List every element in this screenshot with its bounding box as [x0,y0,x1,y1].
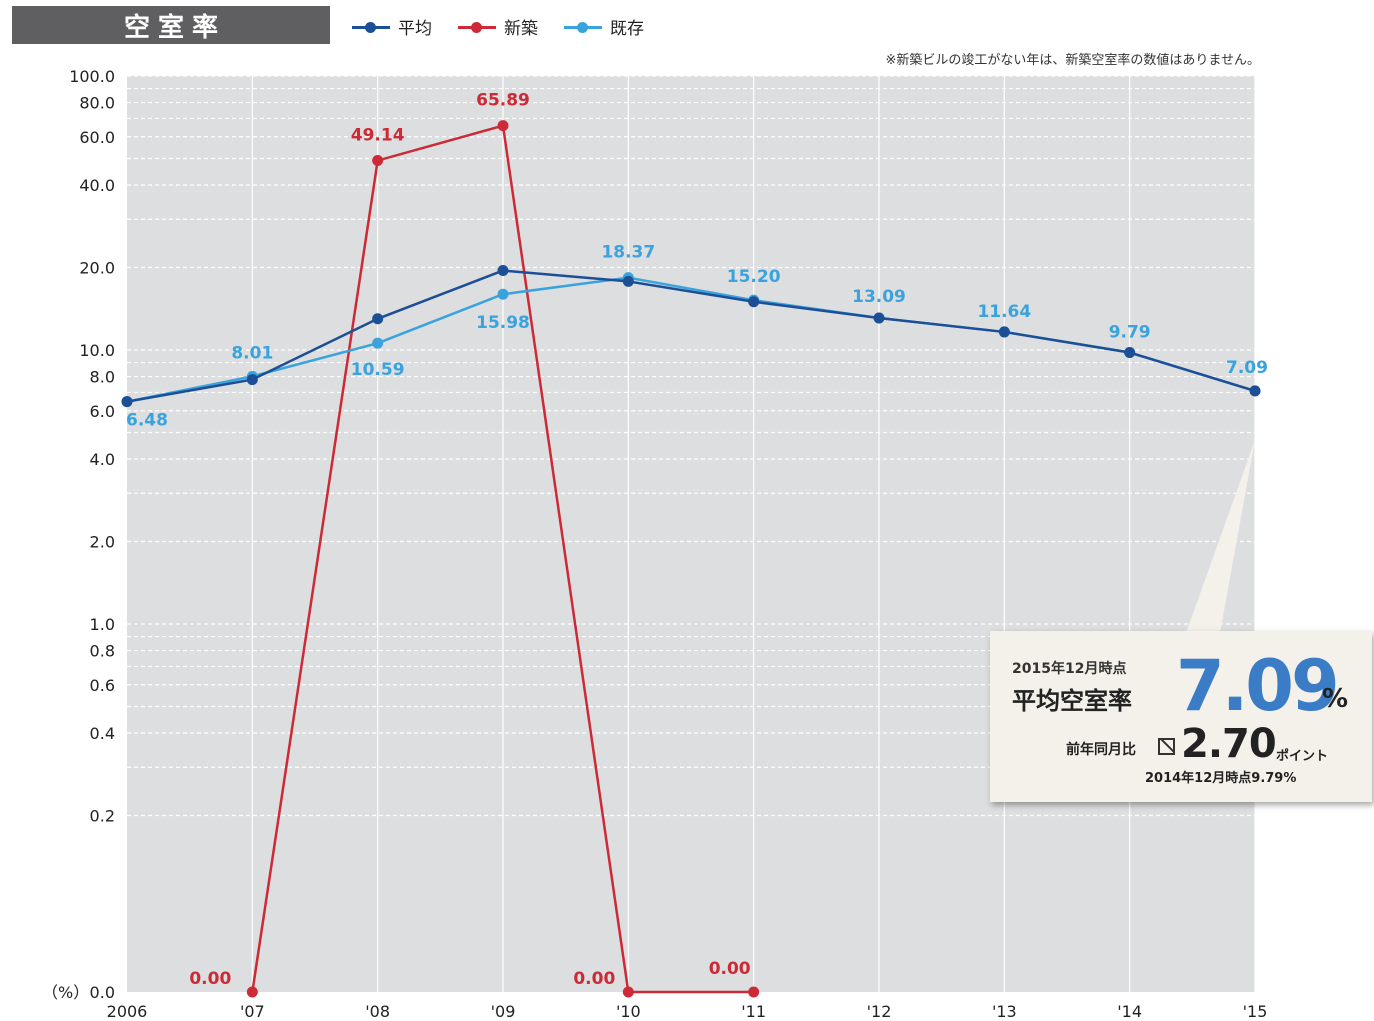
y-tick-label: 8.0 [90,368,115,387]
footnote: ※新築ビルの竣工がない年は、新築空室率の数値はありません。 [885,53,1260,68]
data-label-existing: 15.98 [476,313,530,333]
data-label-existing: 10.59 [351,360,405,380]
data-point-0 [622,275,634,287]
down-arrow-icon [1158,738,1175,755]
data-label-new: 65.89 [476,91,530,111]
legend: 平均 新築 既存 [352,14,644,39]
legend-swatch-existing [564,20,602,34]
callout-date: 2015年12月時点 [1012,661,1127,677]
x-tick-label: '11 [741,1002,766,1021]
data-point-1 [246,986,258,998]
x-tick-label: 2006 [107,1002,148,1021]
data-label-new: 0.00 [573,969,615,989]
data-point-2 [372,337,384,349]
data-label-existing: 6.48 [126,411,168,431]
y-tick-label: 2.0 [90,533,115,552]
data-point-0 [1249,385,1261,397]
y-tick-label: 40.0 [79,176,115,195]
data-point-0 [748,296,760,308]
callout-previous-value: 2014年12月時点9.79% [1145,771,1297,786]
y-tick-label: 10.0 [79,341,115,360]
x-tick-label: '09 [491,1002,516,1021]
legend-swatch-average [352,20,390,34]
y-tick-label: 1.0 [90,615,115,634]
y-tick-label: 0.6 [90,676,115,695]
data-point-1 [622,986,634,998]
y-tick-label: 0.4 [90,724,115,743]
callout-yoy-unit: ポイント [1276,749,1329,764]
callout-pointer [1186,440,1255,633]
data-label-existing: 8.01 [231,343,273,363]
x-tick-label: '10 [616,1002,641,1021]
legend-item-new: 新築 [458,14,538,39]
x-tick-label: '15 [1243,1002,1268,1021]
data-labels: 0.00 49.14 65.89 0.00 0.00 6.48 8.01 10.59 15.98… [126,91,1268,989]
y-tick-label: 0.8 [90,642,115,661]
y-tick-label: 60.0 [79,128,115,147]
data-point-0 [246,374,258,386]
data-label-existing: 9.79 [1109,323,1151,343]
data-label-existing: 18.37 [601,243,655,263]
chart-title: 空室率 [12,6,330,44]
data-label-new: 0.00 [189,969,231,989]
data-point-2 [497,288,509,300]
callout-label: 平均空室率 [1012,687,1132,715]
data-label-new: 49.14 [351,126,405,146]
y-tick-label: 6.0 [90,402,115,421]
x-tick-label: '07 [240,1002,265,1021]
data-label-new: 0.00 [709,959,751,979]
x-tick-label: '13 [992,1002,1017,1021]
data-label-existing: 13.09 [852,287,906,307]
data-label-existing: 7.09 [1226,358,1268,378]
callout-value: 7.09 [1176,645,1340,727]
y-axis-ticks: 100.0 80.0 60.0 40.0 20.0 10.0 8.0 6.0 4.0 2.0 1.0… [42,67,115,1002]
data-label-existing: 15.20 [727,267,781,287]
x-tick-label: '12 [867,1002,892,1021]
legend-label-existing: 既存 [610,19,644,39]
data-point-0 [497,265,509,277]
data-point-1 [748,986,760,998]
legend-label-new: 新築 [504,19,538,39]
callout-yoy-value: 2.70 [1181,721,1277,767]
series-layer [121,120,1261,998]
legend-swatch-new [458,20,496,34]
data-point-1 [372,155,384,167]
data-point-0 [121,396,133,408]
x-axis-ticks: 2006 '07 '08 '09 '10 '11 '12 '13 '14 '15 [107,1002,1268,1021]
y-tick-label: 80.0 [79,94,115,113]
chart-title-text: 空室率 [124,12,227,43]
callout-yoy-label: 前年同月比 [1066,742,1136,758]
x-tick-label: '08 [365,1002,390,1021]
y-tick-label: 0.2 [90,807,115,826]
y-tick-label: 4.0 [90,450,115,469]
y-tick-label: 100.0 [69,67,115,86]
series-line-0 [126,269,1256,403]
legend-item-existing: 既存 [564,14,644,39]
callout-unit: % [1322,684,1349,714]
data-point-0 [1124,347,1136,359]
legend-label-average: 平均 [398,19,432,39]
y-axis-unit-label: （%） [42,983,89,1002]
data-point-1 [497,120,509,132]
data-label-existing: 11.64 [977,302,1031,322]
x-tick-label: '14 [1117,1002,1142,1021]
data-point-0 [998,326,1010,338]
y-tick-label: 20.0 [79,259,115,278]
data-point-0 [873,312,885,324]
plot-area [127,76,1255,992]
data-point-0 [372,313,384,325]
callout-box: 2015年12月時点 平均空室率 7.09 % 前年同月比 2.70 ポイント … [990,631,1372,802]
legend-item-average: 平均 [352,14,432,39]
y-tick-label: 0.0 [90,983,115,1002]
